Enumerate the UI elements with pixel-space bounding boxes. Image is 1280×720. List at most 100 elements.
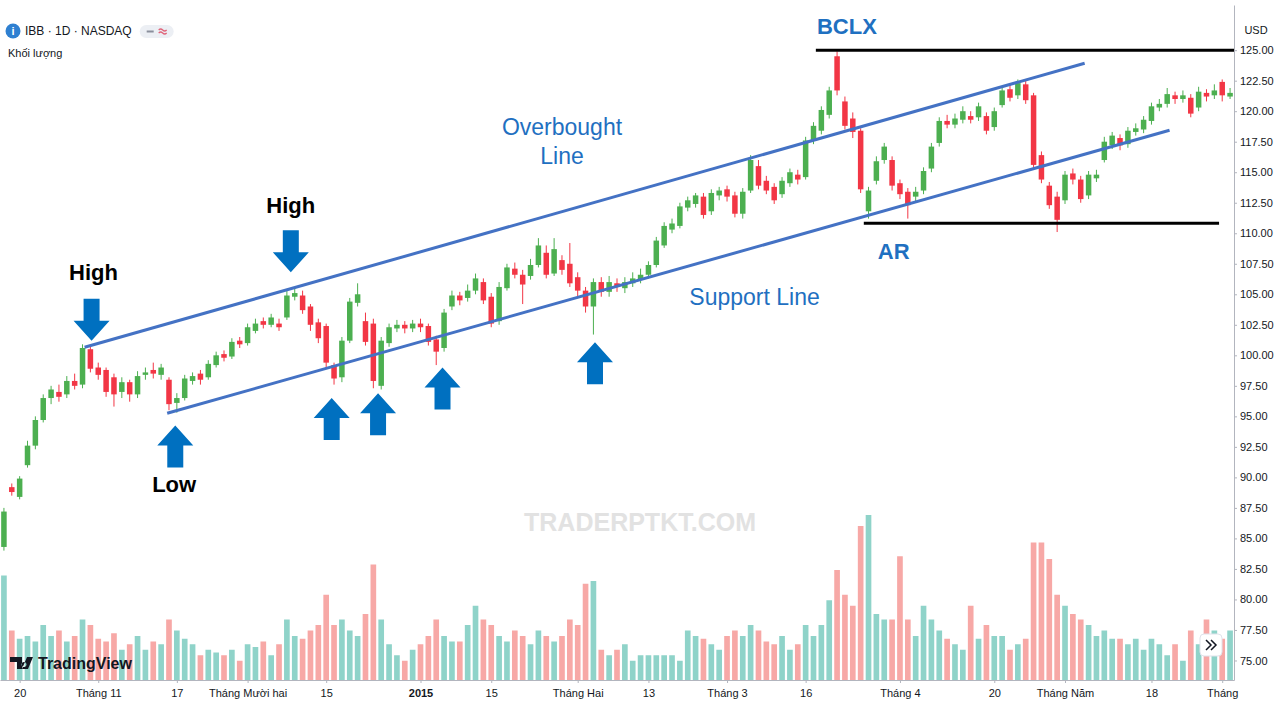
candle-body	[88, 349, 94, 369]
candle	[1172, 92, 1178, 104]
volume-bar	[237, 661, 243, 680]
candle	[724, 186, 730, 202]
y-tick-mark	[1234, 142, 1237, 143]
badge-wave	[159, 29, 167, 34]
x-tick-mark	[727, 680, 728, 683]
candle	[465, 285, 471, 302]
candle-body	[1007, 89, 1013, 98]
candle-body	[771, 187, 777, 200]
candle	[677, 203, 683, 229]
volume-bar	[701, 639, 707, 680]
volume-bar	[481, 620, 487, 681]
candle-body	[921, 171, 927, 191]
candle	[17, 476, 23, 499]
y-tick: 75.00	[1234, 654, 1268, 666]
volume-bar	[567, 620, 573, 681]
volume-bar	[1157, 644, 1163, 680]
candle-body	[819, 110, 825, 131]
volume-bar	[166, 620, 172, 681]
annotation-label: OverboughtLine	[502, 114, 623, 169]
candle-body	[213, 355, 219, 365]
candle-body	[347, 302, 353, 341]
volume-bar	[606, 655, 612, 680]
candle-body	[874, 161, 880, 181]
y-tick-label: 105.00	[1240, 288, 1274, 300]
volume-bar	[260, 642, 266, 681]
candle-body	[253, 324, 259, 331]
candle	[166, 377, 172, 410]
candle-body	[748, 160, 754, 191]
candle-body	[889, 160, 895, 186]
candle-body	[1015, 83, 1021, 95]
volume-bar	[952, 644, 958, 680]
y-tick-mark	[1234, 508, 1237, 509]
volume-bar	[1046, 559, 1052, 680]
candle	[1157, 99, 1163, 111]
candle	[426, 324, 432, 346]
candle	[842, 97, 848, 130]
candle	[300, 291, 306, 314]
candle-body	[913, 192, 919, 197]
volume-bar	[449, 642, 455, 681]
y-tick: 77.50	[1234, 624, 1268, 636]
candle-body	[575, 277, 581, 290]
candle	[1227, 88, 1233, 99]
volume-bar	[881, 620, 887, 681]
candle	[213, 352, 219, 368]
candle-body	[1219, 82, 1225, 95]
x-tick-mark	[1151, 680, 1152, 683]
volume-bar	[724, 636, 730, 680]
candle-body	[661, 226, 667, 246]
x-tick-label: Tháng Mười hai	[209, 687, 287, 699]
symbol-icon: i	[11, 25, 14, 37]
candle-body	[158, 368, 164, 375]
volume-bar	[410, 650, 416, 680]
y-tick: 110.00	[1234, 227, 1273, 239]
volume-bar	[771, 644, 777, 680]
volume-bar	[1031, 543, 1037, 681]
y-tick-mark	[1234, 172, 1237, 173]
candle-body	[559, 260, 565, 270]
candle-body	[1094, 175, 1100, 179]
candle-body	[937, 121, 943, 143]
volume-bar	[866, 515, 872, 680]
y-tick-label: 117.50	[1240, 136, 1273, 148]
y-tick: 92.50	[1234, 441, 1268, 453]
volume-bar	[426, 636, 432, 680]
candle-body	[300, 296, 306, 311]
candle	[536, 238, 542, 267]
candle-body	[834, 56, 840, 90]
volume-bar	[897, 556, 903, 680]
volume-bar	[1, 576, 7, 681]
candle-body	[316, 322, 322, 338]
annotation-line	[864, 222, 1219, 225]
candle	[897, 180, 903, 200]
candle-body	[740, 192, 746, 214]
y-tick: 125.00	[1234, 44, 1274, 56]
candle-body	[174, 398, 180, 403]
candle-body	[567, 264, 573, 284]
candle-body	[1227, 93, 1233, 97]
volume-bar	[598, 650, 604, 680]
candle	[520, 270, 526, 304]
y-axis-line	[1234, 6, 1235, 681]
candle	[654, 237, 660, 268]
volume-bar	[905, 620, 911, 681]
candle	[819, 106, 825, 134]
chart-container: TRADERPTKT.COMHighHighLowOverboughtLineS…	[0, 0, 1280, 720]
candle	[669, 219, 675, 234]
x-tick-label: Tháng Năm	[1037, 687, 1094, 699]
volume-bar	[371, 565, 377, 681]
candle	[229, 338, 235, 359]
candle	[33, 416, 39, 449]
candle	[551, 238, 557, 276]
candle-body	[433, 339, 439, 351]
volume-bar	[402, 661, 408, 680]
y-tick-mark	[1234, 203, 1237, 204]
volume-bar	[779, 636, 785, 680]
logo-text: TradingView	[38, 655, 133, 672]
candle	[1149, 103, 1155, 125]
candle-body	[842, 101, 848, 125]
volume-bar	[669, 655, 675, 680]
scroll-button	[1200, 634, 1222, 656]
